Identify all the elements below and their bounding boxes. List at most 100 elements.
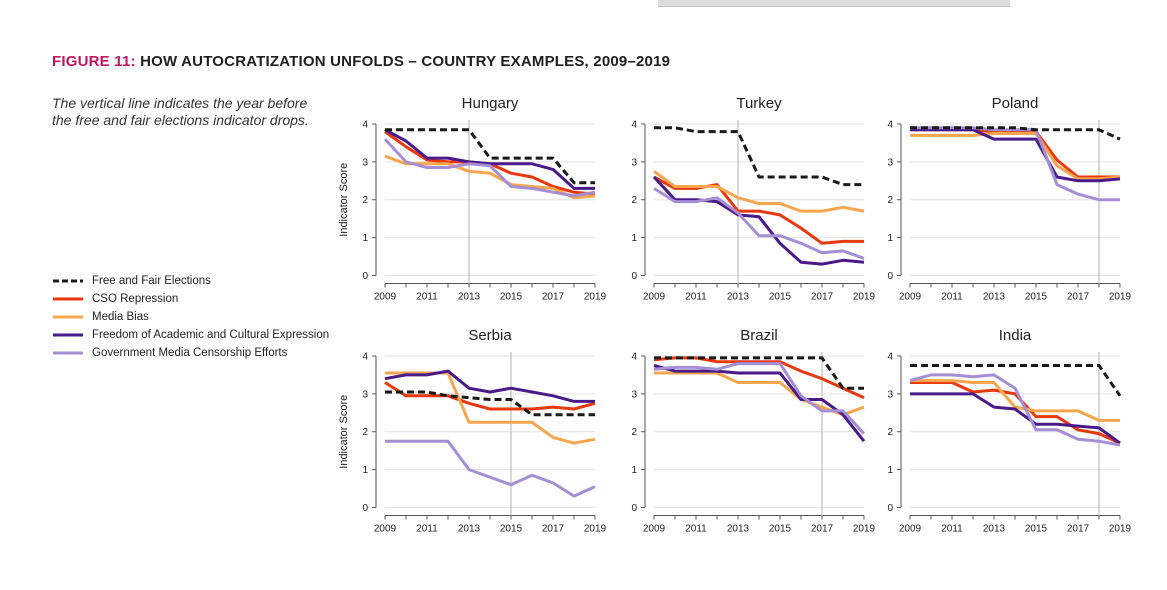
- y-tick-label: 1: [887, 465, 893, 476]
- x-tick-label: 2011: [941, 523, 963, 534]
- x-tick-label: 2015: [500, 523, 523, 534]
- y-tick-label: 2: [362, 427, 368, 438]
- y-tick-label: 4: [887, 352, 893, 363]
- y-tick-label: 1: [631, 465, 637, 476]
- series-line-free-and-fair-elections: [654, 126, 864, 187]
- y-tick-label: 3: [631, 157, 637, 168]
- x-tick-label: 2019: [1109, 523, 1132, 534]
- y-axis-label: Indicator Score: [338, 163, 350, 237]
- series-line-government-media-censorship-efforts: [653, 187, 865, 260]
- legend-item: CSO Repression: [52, 290, 329, 308]
- series-line-free-and-fair-elections: [654, 356, 864, 390]
- chart-title: Poland: [992, 95, 1039, 112]
- y-tick-label: 3: [887, 157, 893, 168]
- y-tick-label: 0: [887, 503, 893, 514]
- series-line-freedom-of-academic-and-cultural-expression: [910, 128, 1121, 183]
- y-tick-label: 3: [631, 389, 637, 400]
- legend-label: CSO Repression: [92, 293, 179, 305]
- chart-panel-serbia: Serbia 0 1 2 3 4 2009 2011 2013 2015 2017 2019 Indic…: [338, 327, 607, 534]
- x-tick-label: 2011: [416, 291, 438, 302]
- legend-swatch: [53, 351, 83, 355]
- y-tick-label: 1: [362, 233, 368, 244]
- chart-panel-hungary: Hungary 0 1 2 3 4 2009 2011 2013 2015 2017 2019 Indi…: [338, 95, 607, 302]
- x-tick-label: 2019: [584, 291, 607, 302]
- series-line-freedom-of-academic-and-cultural-expression: [652, 175, 865, 266]
- legend-swatch: [53, 333, 83, 337]
- legend-label: Free and Fair Elections: [92, 275, 211, 287]
- y-tick-label: 0: [362, 503, 368, 514]
- y-tick-label: 1: [631, 233, 637, 244]
- y-tick-label: 3: [887, 389, 893, 400]
- series-line-government-media-censorship-efforts: [653, 362, 866, 435]
- series-line-government-media-censorship-efforts: [385, 439, 596, 498]
- y-tick-label: 2: [631, 427, 637, 438]
- y-tick-label: 0: [631, 503, 637, 514]
- series-line-freedom-of-academic-and-cultural-expression: [910, 392, 1121, 445]
- y-tick-label: 0: [887, 271, 893, 282]
- chart-title: Serbia: [468, 327, 512, 344]
- series-line-freedom-of-academic-and-cultural-expression: [384, 369, 595, 403]
- series-line-free-and-fair-elections: [385, 390, 595, 417]
- series-line-freedom-of-academic-and-cultural-expression: [653, 364, 866, 443]
- series-line-freedom-of-academic-and-cultural-expression: [384, 128, 595, 190]
- legend-item: Free and Fair Elections: [52, 272, 329, 290]
- x-tick-label: 2019: [853, 291, 876, 302]
- x-tick-label: 2009: [643, 523, 666, 534]
- legend-swatch: [53, 315, 83, 319]
- y-tick-label: 4: [631, 120, 637, 131]
- x-tick-label: 2013: [727, 523, 750, 534]
- series-line-free-and-fair-elections: [910, 364, 1122, 397]
- chart-panel-poland: Poland 0 1 2 3 4 2009 2011 2013 2015 2017 2019: [887, 95, 1131, 302]
- x-tick-label: 2015: [1025, 291, 1048, 302]
- figure-note: The vertical line indicates the year bef…: [52, 95, 309, 128]
- y-tick-label: 1: [362, 465, 368, 476]
- chart-panel-brazil: Brazil 0 1 2 3 4 2009 2011 2013 2015 2017 2019: [631, 327, 875, 534]
- x-tick-label: 2009: [643, 291, 666, 302]
- x-tick-label: 2011: [685, 291, 707, 302]
- y-tick-label: 4: [362, 352, 368, 363]
- x-tick-label: 2009: [374, 291, 397, 302]
- x-tick-label: 2017: [811, 523, 834, 534]
- x-tick-label: 2013: [727, 291, 750, 302]
- chart-panel-india: India 0 1 2 3 4 2009 2011 2013 2015 2017 2019: [887, 327, 1131, 534]
- series-line-cso-repression: [384, 381, 596, 411]
- x-tick-label: 2011: [685, 523, 707, 534]
- y-tick-label: 2: [887, 427, 893, 438]
- series-line-media-bias: [653, 170, 865, 213]
- figure-number: FIGURE 11:: [52, 53, 136, 70]
- x-tick-label: 2013: [983, 523, 1006, 534]
- legend-label: Freedom of Academic and Cultural Express…: [92, 329, 330, 341]
- series-line-government-media-censorship-efforts: [909, 373, 1121, 447]
- x-tick-label: 2013: [458, 523, 481, 534]
- x-tick-label: 2013: [458, 291, 481, 302]
- y-tick-label: 4: [631, 352, 637, 363]
- legend-item: Government Media Censorship Efforts: [52, 344, 329, 362]
- series-line-government-media-censorship-efforts: [383, 138, 596, 198]
- y-tick-label: 0: [631, 271, 637, 282]
- y-tick-label: 2: [631, 195, 637, 206]
- legend-label: Media Bias: [92, 311, 149, 323]
- x-tick-label: 2015: [769, 291, 792, 302]
- series-line-cso-repression: [653, 175, 864, 245]
- series-line-free-and-fair-elections: [910, 126, 1121, 141]
- y-tick-label: 0: [362, 271, 368, 282]
- chart-title: Turkey: [736, 95, 782, 112]
- legend-swatch: [53, 279, 83, 283]
- y-tick-label: 3: [362, 389, 368, 400]
- legend-item: Freedom of Academic and Cultural Express…: [52, 326, 329, 344]
- chart-title: Brazil: [740, 327, 778, 344]
- y-tick-label: 2: [887, 195, 893, 206]
- series-line-media-bias: [385, 371, 596, 445]
- x-tick-label: 2017: [1067, 291, 1090, 302]
- series-line-cso-repression: [910, 381, 1121, 445]
- y-tick-label: 3: [362, 157, 368, 168]
- series-line-media-bias: [910, 132, 1121, 181]
- y-tick-label: 2: [362, 195, 368, 206]
- x-tick-label: 2015: [1025, 523, 1048, 534]
- x-tick-label: 2011: [941, 291, 963, 302]
- x-tick-label: 2009: [899, 523, 922, 534]
- legend-swatch: [53, 297, 83, 301]
- x-tick-label: 2017: [542, 523, 565, 534]
- x-tick-label: 2011: [416, 523, 438, 534]
